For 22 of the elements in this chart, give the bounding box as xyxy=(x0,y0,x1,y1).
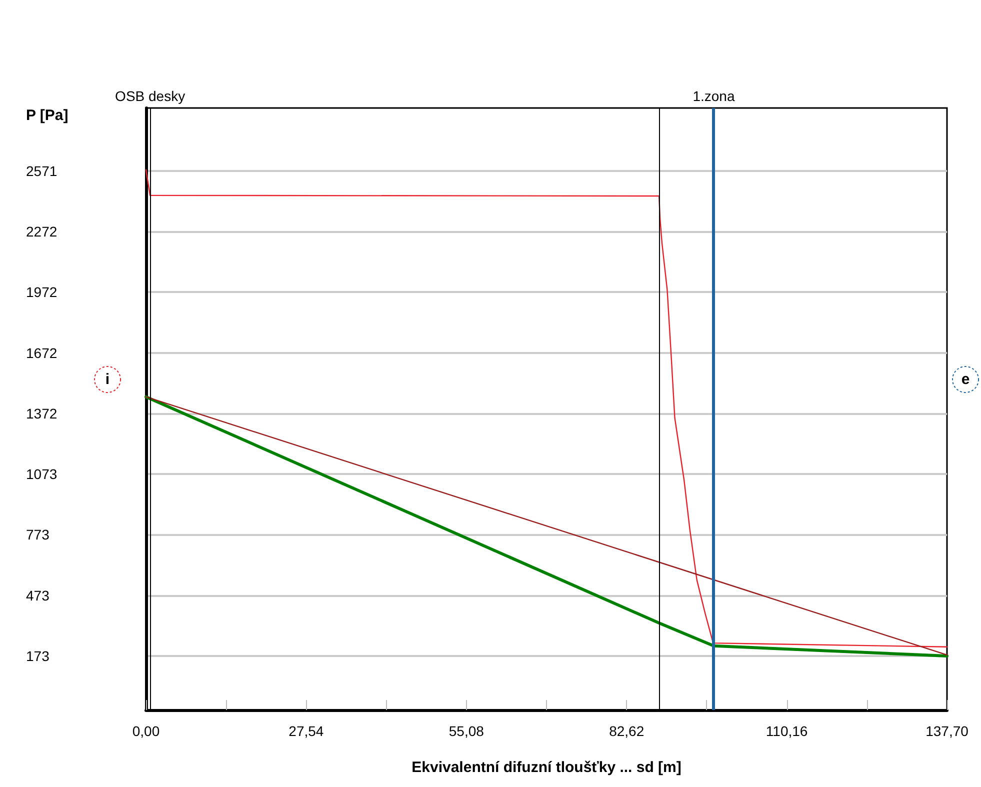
text: e xyxy=(961,371,970,388)
y-tick-label: 1672 xyxy=(26,344,58,361)
y-tick-label: 1073 xyxy=(26,466,58,482)
x-tick-label: 0,00 xyxy=(132,723,160,739)
y-tick-label: 473 xyxy=(26,587,50,604)
x-tick-label: 27,54 xyxy=(288,723,324,739)
ref-line-label: 1.zona xyxy=(692,88,735,104)
x-tick-label: 110,16 xyxy=(766,723,808,739)
x-tick-label: 137,70 xyxy=(926,723,969,739)
y-tick-label: 1972 xyxy=(26,284,58,300)
y-tick-label: 173 xyxy=(26,648,50,664)
x-axis-title: Ekvivalentní difuzní tloušťky ... sd [m] xyxy=(412,759,682,776)
line-series xyxy=(145,169,948,648)
x-tick-label: 82,62 xyxy=(609,723,644,739)
y-tick-label: 773 xyxy=(26,526,50,543)
y-axis-title: P [Pa] xyxy=(26,107,68,124)
y-tick-label: 1372 xyxy=(26,405,58,422)
y-tick-label: 2272 xyxy=(26,223,58,240)
y-tick-label: 2571 xyxy=(26,162,58,179)
text: i xyxy=(105,371,110,388)
ref-line-label: OSB desky xyxy=(115,88,186,104)
x-tick-label: 55,08 xyxy=(448,723,484,739)
